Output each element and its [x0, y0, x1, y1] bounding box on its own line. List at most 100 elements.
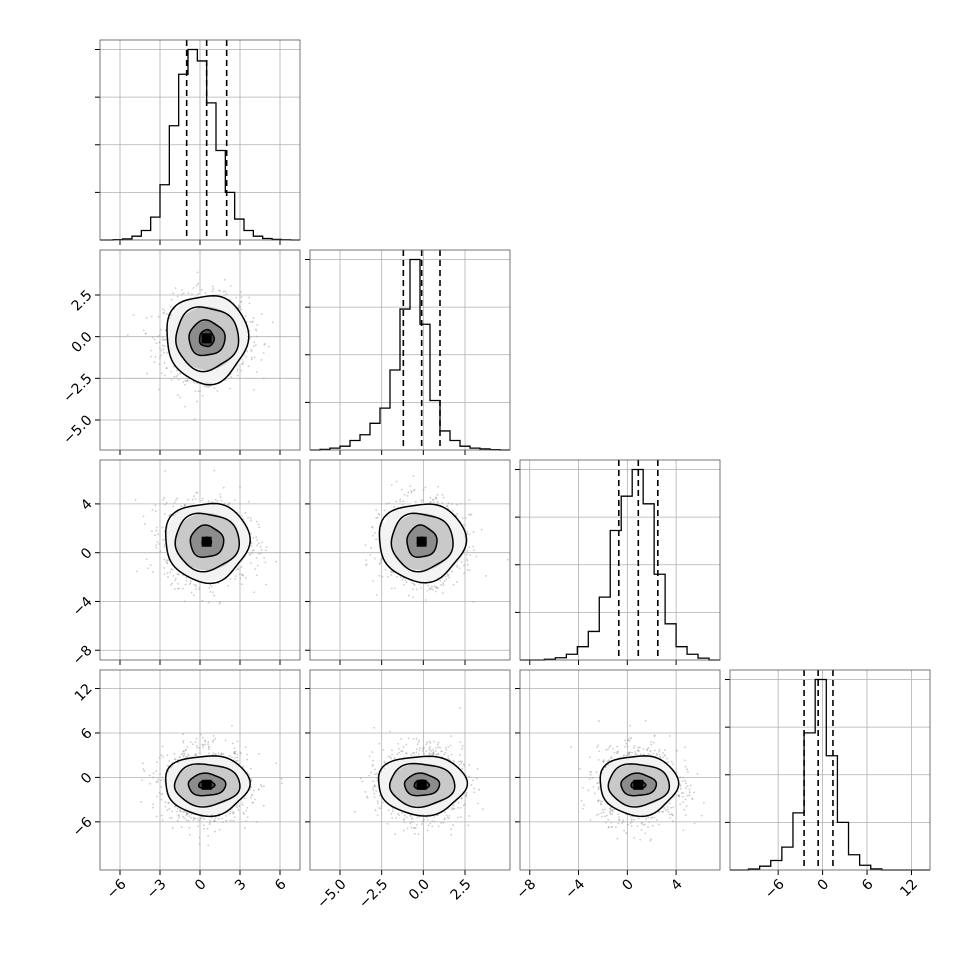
scatter-point: [384, 568, 387, 571]
scatter-point: [154, 504, 157, 507]
scatter-point: [257, 523, 260, 526]
scatter-point: [250, 519, 252, 522]
scatter-point: [251, 549, 254, 552]
scatter-point: [170, 370, 173, 373]
scatter-point: [380, 557, 383, 560]
scatter-point: [171, 582, 174, 585]
scatter-point: [243, 827, 246, 830]
scatter-point: [506, 558, 509, 561]
scatter-point: [158, 791, 161, 794]
scatter-point: [197, 825, 199, 828]
scatter-point: [184, 503, 187, 506]
scatter-point: [154, 510, 157, 512]
scatter-point: [157, 335, 159, 338]
scatter-point: [182, 733, 184, 736]
scatter-point: [183, 600, 186, 603]
scatter-point: [142, 329, 145, 332]
scatter-point: [169, 571, 172, 574]
scatter-point: [463, 572, 466, 575]
scatter-point: [199, 733, 202, 736]
scatter-point: [158, 388, 160, 391]
scatter-point: [201, 497, 204, 500]
scatter-point: [451, 503, 454, 505]
scatter-point: [265, 583, 267, 586]
scatter-point: [245, 820, 248, 822]
scatter-point: [197, 390, 200, 393]
scatter-point: [176, 369, 178, 372]
contour-line: [390, 512, 454, 573]
x-tick-label: 0: [815, 876, 833, 894]
scatter-point: [191, 498, 194, 501]
scatter-point: [256, 574, 258, 577]
histogram-panel-4: −6 0 6 12: [725, 669, 931, 902]
scatter-point: [170, 298, 173, 301]
scatter-point: [400, 488, 403, 491]
scatter-point: [164, 503, 167, 506]
contour-line: [175, 306, 240, 373]
scatter-point: [375, 593, 378, 596]
scatter-point: [223, 294, 226, 297]
scatter-point: [405, 581, 408, 584]
scatter-point: [253, 356, 256, 359]
scatter-point: [160, 372, 163, 374]
scatter-point: [238, 306, 241, 308]
contour-line: [166, 294, 250, 386]
scatter-point: [233, 499, 236, 501]
scatter-point: [466, 559, 469, 562]
scatter-point: [219, 601, 221, 603]
scatter-point: [233, 747, 236, 750]
scatter-point: [260, 549, 263, 551]
scatter-point: [412, 596, 415, 599]
scatter-point: [244, 511, 247, 514]
scatter-point: [185, 579, 188, 582]
scatter-point: [470, 513, 473, 516]
scatter-point: [219, 496, 222, 499]
scatter-panel-2-3: [305, 459, 511, 665]
scatter-point: [222, 290, 225, 293]
scatter-point: [239, 577, 242, 580]
scatter-point: [431, 498, 434, 501]
y-tick-label: −8: [70, 643, 96, 669]
scatter-point: [198, 843, 201, 846]
scatter-point: [163, 351, 165, 354]
scatter-point: [201, 599, 204, 602]
scatter-point: [181, 288, 184, 291]
scatter-point: [218, 602, 221, 605]
scatter-point: [465, 553, 468, 556]
scatter-point: [390, 574, 392, 576]
scatter-point: [426, 589, 429, 592]
scatter-point: [162, 348, 165, 350]
scatter-point: [155, 342, 158, 345]
scatter-point: [247, 365, 250, 368]
scatter-point: [163, 496, 166, 499]
scatter-point: [214, 817, 217, 820]
scatter-point: [173, 579, 176, 582]
scatter-point: [144, 332, 147, 335]
scatter-point: [206, 827, 209, 830]
scatter-point: [469, 554, 472, 557]
scatter-point: [204, 291, 207, 294]
x-tick-label: −6: [762, 876, 788, 902]
scatter-point: [439, 579, 442, 582]
scatter-point: [145, 558, 148, 561]
scatter-point: [176, 573, 179, 575]
scatter-point: [244, 746, 247, 748]
histogram-panel-3: [515, 459, 721, 665]
scatter-point: [260, 313, 263, 315]
histogram-panel-2: [305, 249, 511, 455]
scatter-point: [159, 773, 161, 775]
scatter-point: [256, 544, 259, 547]
scatter-point: [229, 285, 232, 287]
scatter-point: [151, 509, 154, 511]
scatter-point: [212, 285, 214, 288]
scatter-point: [220, 499, 223, 502]
scatter-point: [186, 379, 189, 382]
contour-line: [201, 536, 213, 547]
scatter-point: [171, 810, 174, 813]
scatter-point: [390, 484, 393, 486]
scatter-point: [207, 386, 209, 388]
scatter-point: [442, 584, 445, 587]
scatter-point: [172, 574, 175, 577]
scatter-point: [148, 782, 151, 785]
scatter-point: [448, 576, 451, 579]
